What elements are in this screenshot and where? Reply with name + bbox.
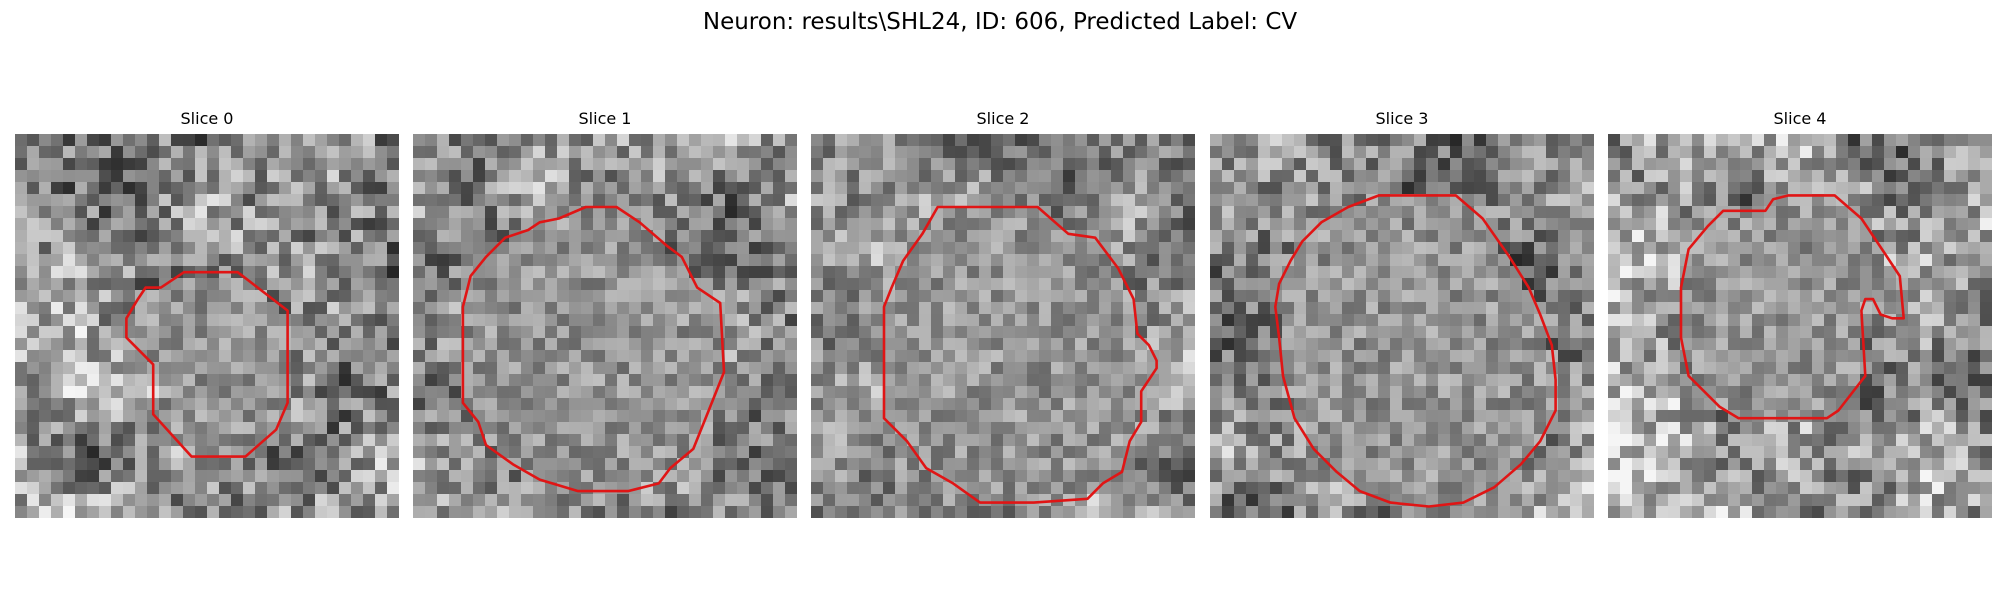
contour-outline (461, 205, 726, 493)
micrograph (1210, 134, 1594, 518)
slice-image (1608, 134, 1992, 518)
figure-title: Neuron: results\SHL24, ID: 606, Predicte… (702, 9, 1298, 35)
contour-outline (882, 205, 1158, 504)
slice-panel-3: Slice 3 (1210, 108, 1594, 518)
slice-panel-2: Slice 2 (811, 108, 1195, 518)
slice-title: Slice 4 (1773, 109, 1827, 128)
slice-title: Slice 2 (976, 109, 1030, 128)
micrograph (1608, 134, 1992, 518)
contour-outline (1679, 194, 1906, 420)
contour-outline (125, 270, 289, 458)
micrograph (413, 134, 797, 518)
slice-panel-4: Slice 4 (1608, 108, 1992, 518)
micrograph (811, 134, 1195, 518)
micrograph (15, 134, 399, 518)
slice-image (413, 134, 797, 518)
slice-panel-0: Slice 0 (15, 108, 399, 518)
slice-title: Slice 3 (1375, 109, 1429, 128)
slice-title: Slice 1 (578, 109, 632, 128)
slice-title: Slice 0 (180, 109, 234, 128)
slice-panel-1: Slice 1 (413, 108, 797, 518)
contour-outline (1274, 194, 1557, 508)
slice-image (15, 134, 399, 518)
slice-image (1210, 134, 1594, 518)
slice-image (811, 134, 1195, 518)
